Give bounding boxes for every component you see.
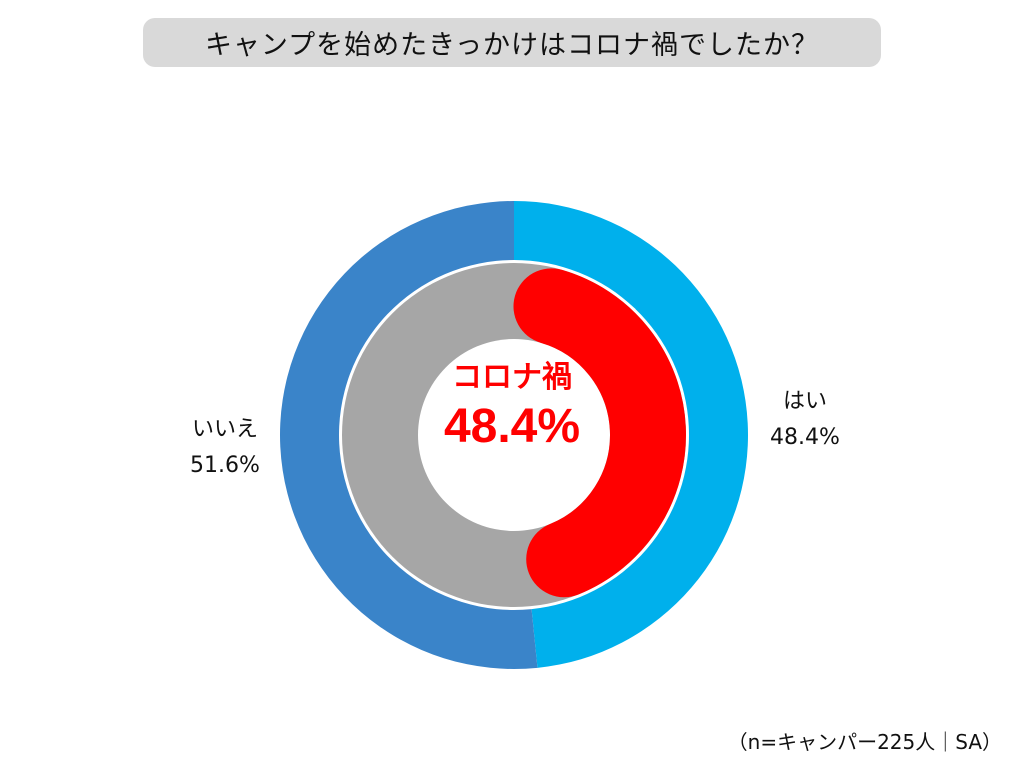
outer-slice-no [279, 201, 538, 669]
center-callout: コロナ禍 48.4% [412, 358, 612, 456]
sample-note: （n=キャンパー225人｜SA） [727, 730, 1002, 754]
inner-highlight-arc [513, 268, 686, 598]
slice-label-yes: はい 48.4% [745, 384, 865, 456]
chart-title: キャンプを始めたきっかけはコロナ禍でしたか？ [143, 18, 881, 67]
center-value: 48.4% [443, 400, 581, 453]
slice-value-no: 51.6% [190, 453, 260, 478]
slice-category-yes: はい [782, 389, 827, 414]
inner-ring [342, 263, 686, 607]
slice-value-yes: 48.4% [770, 425, 840, 450]
outer-ring [279, 201, 748, 669]
center-label: コロナ禍 [452, 360, 572, 395]
donut-hole [418, 339, 610, 531]
outer-slice-yes [514, 201, 748, 668]
slice-label-no: いいえ 51.6% [165, 412, 285, 484]
slice-category-no: いいえ [191, 417, 258, 442]
